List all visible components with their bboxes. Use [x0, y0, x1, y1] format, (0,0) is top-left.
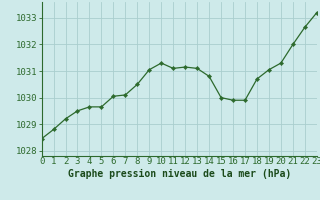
- X-axis label: Graphe pression niveau de la mer (hPa): Graphe pression niveau de la mer (hPa): [68, 169, 291, 179]
